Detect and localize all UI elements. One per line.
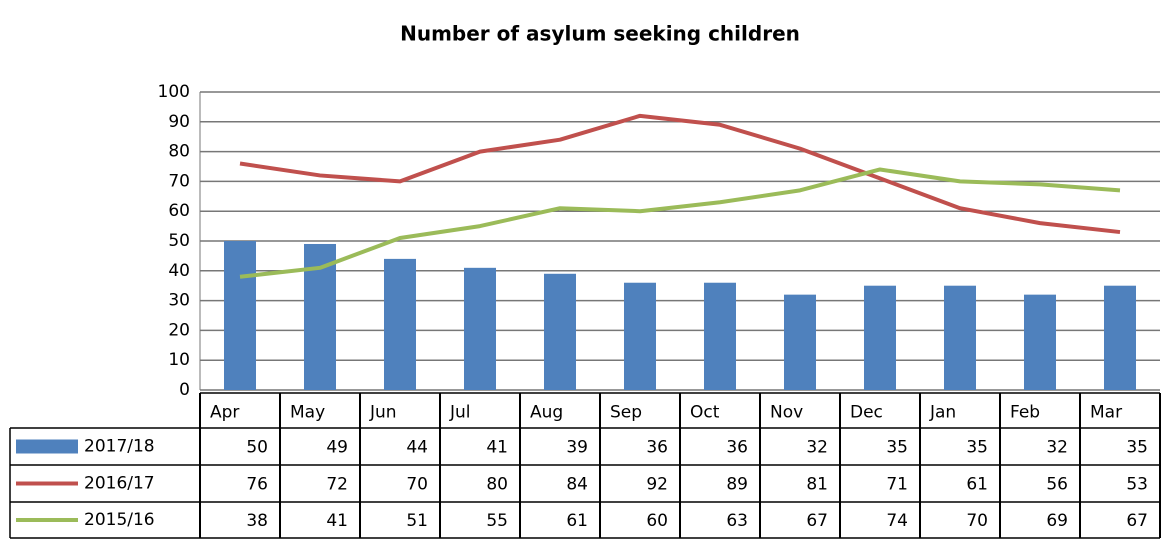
table-value: 50 [246,438,268,458]
bar [1024,294,1056,390]
line [239,113,1121,235]
bar [784,294,816,390]
table-value: 67 [1126,511,1148,531]
table-value: 36 [726,438,748,458]
y-tick-label: 20 [168,320,190,340]
table-value: 38 [246,511,268,531]
table-value: 41 [326,511,348,531]
table-value: 41 [486,438,508,458]
table-value: 55 [486,511,508,531]
x-tick-label: May [290,403,325,423]
table-value: 80 [486,475,508,495]
x-tick-label: Jan [929,403,956,423]
bar [224,241,256,390]
y-tick-label: 60 [168,201,190,221]
bar [864,285,896,390]
table-value: 74 [886,511,908,531]
table-value: 60 [646,511,668,531]
x-tick-label: Jun [369,403,397,423]
y-tick-label: 90 [168,112,190,132]
table-value: 69 [1046,511,1068,531]
y-tick-label: 70 [168,171,190,191]
table-value: 35 [966,438,988,458]
y-tick-label: 80 [168,142,190,162]
y-tick-label: 10 [168,350,190,370]
bar [944,285,976,390]
table-value: 53 [1126,475,1148,495]
x-tick-label: Jul [449,403,471,423]
table-value: 89 [726,475,748,495]
table-value: 70 [406,475,428,495]
x-tick-label: Dec [850,403,883,423]
legend-swatch [16,439,78,454]
y-tick-label: 0 [179,380,190,400]
x-tick-label: Oct [690,403,720,423]
table-value: 56 [1046,475,1068,495]
table-value: 84 [566,475,588,495]
bar [544,273,576,390]
bar [704,282,736,390]
table-value: 61 [966,475,988,495]
legend-label: 2015/16 [84,510,155,530]
legend-label: 2017/18 [84,437,155,457]
bar [384,258,416,390]
table-value: 44 [406,438,428,458]
table-value: 76 [246,475,268,495]
line [239,167,1121,279]
x-tick-label: Sep [610,403,642,423]
table-value: 35 [1126,438,1148,458]
table-value: 61 [566,511,588,531]
table-value: 51 [406,511,428,531]
bar [464,267,496,390]
y-tick-label: 40 [168,261,190,281]
y-tick-label: 30 [168,291,190,311]
table-value: 71 [886,475,908,495]
x-tick-label: Mar [1090,403,1122,423]
x-tick-label: Feb [1010,403,1040,423]
table-value: 35 [886,438,908,458]
x-tick-label: Nov [770,403,803,423]
table-value: 32 [806,438,828,458]
table-value: 39 [566,438,588,458]
legend-label: 2016/17 [84,474,155,494]
y-tick-label: 100 [158,82,190,102]
y-tick-label: 50 [168,231,190,251]
table-value: 67 [806,511,828,531]
table-value: 72 [326,475,348,495]
x-tick-label: Aug [530,403,563,423]
chart-title: Number of asylum seeking children [400,22,800,46]
x-tick-label: Apr [210,403,239,423]
bar [624,282,656,390]
table-value: 63 [726,511,748,531]
table-value: 81 [806,475,828,495]
table-value: 92 [646,475,668,495]
table-value: 36 [646,438,668,458]
table-value: 70 [966,511,988,531]
table-value: 49 [326,438,348,458]
bar [1104,285,1136,390]
table-value: 32 [1046,438,1068,458]
